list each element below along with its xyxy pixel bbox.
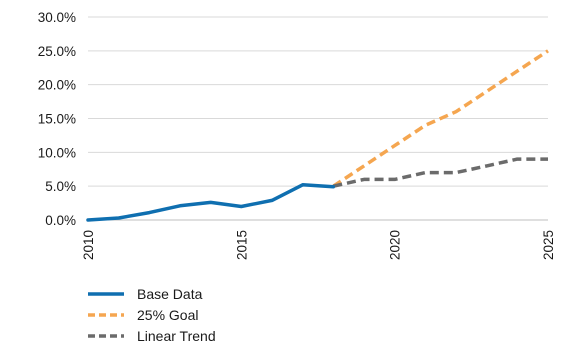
series-line-linear-trend xyxy=(332,157,548,188)
legend-label: Linear Trend xyxy=(137,328,216,344)
gridlines xyxy=(88,16,548,221)
y-axis: 0.0% 5.0% 10.0% 15.0% 20.0% 25.0% 30.0% xyxy=(38,10,76,228)
series-line-25-goal xyxy=(332,49,549,188)
x-axis: 2010 2015 2020 2025 xyxy=(81,219,556,260)
y-tick-label: 30.0% xyxy=(38,10,76,25)
y-tick-label: 0.0% xyxy=(45,213,76,228)
series-line-base-data xyxy=(86,183,336,222)
y-tick-label: 5.0% xyxy=(45,179,76,194)
y-tick-label: 25.0% xyxy=(38,44,76,59)
series-lines xyxy=(86,49,549,222)
x-tick-label: 2015 xyxy=(234,230,249,260)
y-tick-label: 15.0% xyxy=(38,112,76,127)
y-tick-label: 20.0% xyxy=(38,78,76,93)
legend-label: Base Data xyxy=(137,286,203,302)
x-tick-label: 2010 xyxy=(81,230,96,260)
x-tick-label: 2025 xyxy=(541,230,556,260)
legend: Base Data 25% Goal Linear Trend xyxy=(88,286,216,344)
y-tick-label: 10.0% xyxy=(38,145,76,160)
legend-label: 25% Goal xyxy=(137,307,198,323)
x-tick-label: 2020 xyxy=(388,230,403,260)
